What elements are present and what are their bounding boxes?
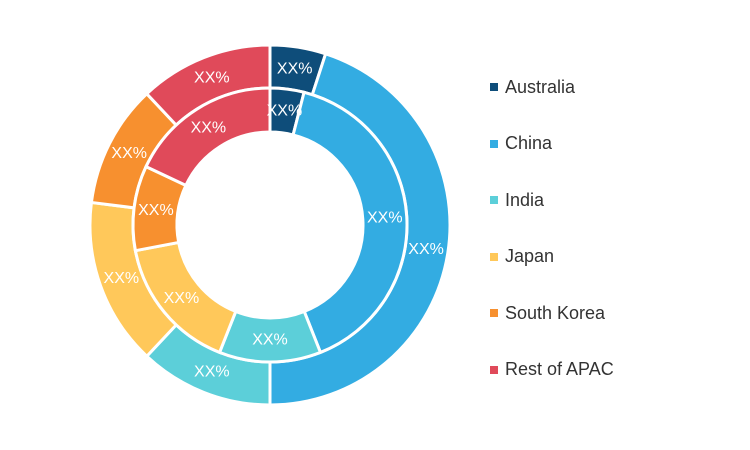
inner-label-china: XX% [367,209,403,226]
legend-swatch-china [490,139,498,148]
outer-label-india: XX% [194,363,230,380]
outer-label-japan: XX% [104,270,140,287]
legend-item-australia: Australia [490,76,614,98]
legend-item-china: China [490,133,614,155]
legend-item-india: India [490,189,614,211]
outer-label-australia: XX% [277,60,313,77]
legend-label-japan: Japan [505,246,555,267]
legend-item-rest-of-apac: Rest of APAC [490,359,614,381]
legend-swatch-india [490,196,498,205]
outer-label-china: XX% [408,241,444,258]
legend-item-japan: Japan [490,246,614,268]
legend-label-rest-of-apac: Rest of APAC [505,359,614,380]
legend-label-india: India [505,189,545,210]
labels-layer: XX% XX% XX% XX% XX% XX% XX% XX% XX% XX% XX% XX% [104,60,444,380]
inner-slice-china [291,90,409,355]
chart-legend: Australia China India Japan South Korea … [490,76,614,416]
legend-swatch-south-korea [490,309,498,318]
legend-label-australia: Australia [505,76,576,97]
outer-label-rest-of-apac: XX% [194,70,230,87]
inner-label-south-korea: XX% [138,202,174,219]
inner-label-japan: XX% [164,290,200,307]
inner-label-india: XX% [252,332,288,349]
legend-label-south-korea: South Korea [505,302,606,323]
inner-label-rest-of-apac: XX% [191,119,227,136]
legend-swatch-australia [490,83,498,91]
inner-slice-rest-of-apac [144,86,272,188]
outer-label-south-korea: XX% [111,145,147,162]
legend-swatch-rest-of-apac [490,365,498,374]
legend-label-china: China [505,133,553,154]
slices-layer [88,43,452,407]
inner-label-australia: XX% [267,102,303,119]
legend-item-south-korea: South Korea [490,302,614,324]
legend-swatch-japan [490,252,498,261]
